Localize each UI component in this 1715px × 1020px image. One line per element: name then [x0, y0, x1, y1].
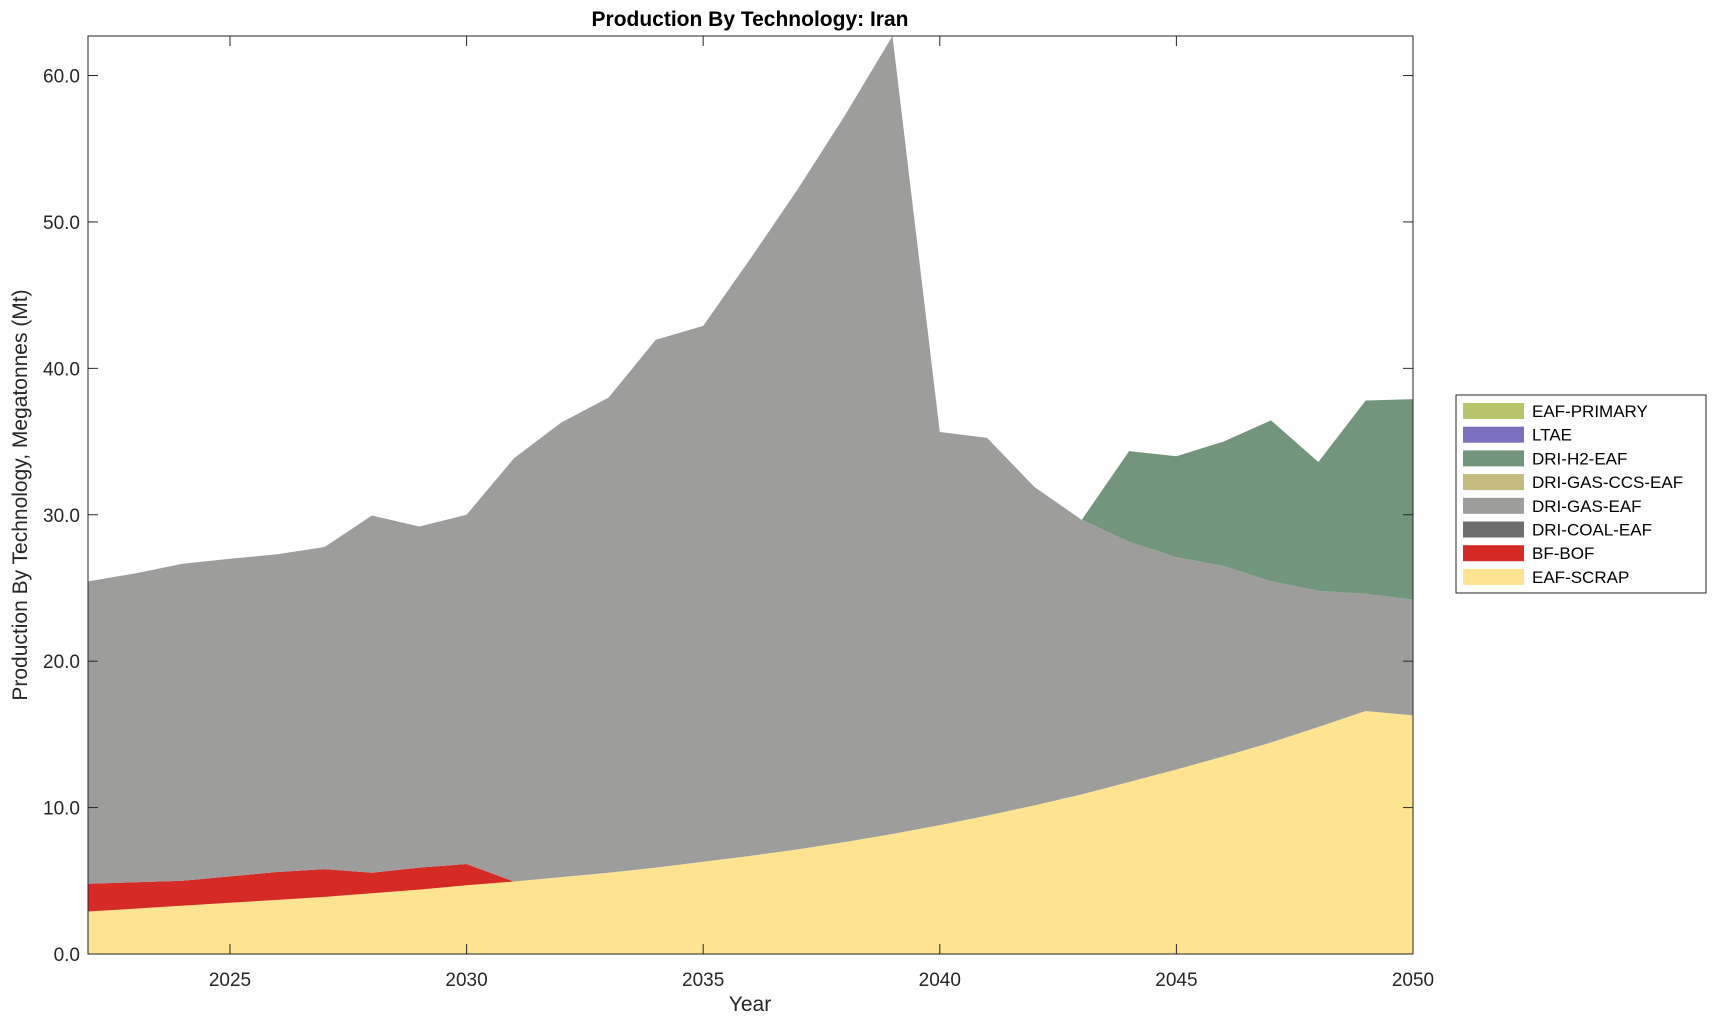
x-tick-label: 2045	[1155, 970, 1197, 991]
legend-swatch-dri-h2-eaf	[1463, 450, 1524, 467]
x-tick-label: 2030	[445, 970, 487, 991]
legend-swatch-eaf-primary	[1463, 403, 1524, 419]
y-tick-label: 40.0	[43, 359, 80, 380]
y-tick-label: 60.0	[43, 67, 80, 88]
legend-swatch-eaf-scrap	[1463, 568, 1524, 585]
chart-title: Production By Technology: Iran	[592, 8, 909, 31]
legend-label-eaf-primary: EAF-PRIMARY	[1532, 402, 1648, 421]
x-tick-label: 2050	[1392, 970, 1434, 991]
axis-ticks: 2025 2030 2035 2040 2045 2050 0.0 10.0 20.0 30.0 4…	[43, 36, 1434, 991]
legend-swatch-dri-coal-eaf	[1463, 521, 1524, 538]
legend-swatch-bf-bof	[1463, 545, 1524, 562]
y-tick-label: 0.0	[54, 945, 80, 966]
y-tick-label: 10.0	[43, 799, 80, 820]
legend-label-dri-h2-eaf: DRI-H2-EAF	[1532, 449, 1627, 468]
y-tick-label: 30.0	[43, 506, 80, 527]
legend-swatch-dri-gas-eaf	[1463, 497, 1524, 514]
legend: EAF-PRIMARY LTAE DRI-H2-EAF DRI-GAS-CCS-EAF…	[1455, 394, 1707, 594]
area-eaf-scrap	[88, 710, 1413, 954]
x-tick-label: 2035	[682, 970, 724, 991]
legend-swatch-dri-gas-ccs-eaf	[1463, 474, 1524, 491]
legend-box	[1455, 394, 1707, 594]
legend-label-eaf-scrap: EAF-SCRAP	[1532, 568, 1629, 587]
y-tick-label: 50.0	[43, 213, 80, 234]
legend-label-dri-coal-eaf: DRI-COAL-EAF	[1532, 521, 1652, 540]
area-bf-bof	[88, 710, 1413, 912]
x-tick-label: 2040	[919, 970, 961, 991]
legend-label-dri-gas-eaf: DRI-GAS-EAF	[1532, 497, 1642, 516]
area-dri-h2-eaf	[88, 36, 1413, 600]
y-tick-label: 20.0	[43, 652, 80, 673]
legend-label-bf-bof: BF-BOF	[1532, 544, 1594, 563]
legend-label-ltae: LTAE	[1532, 426, 1572, 445]
legend-swatch-ltae	[1463, 426, 1524, 443]
plot-frame	[87, 35, 1414, 955]
area-layers	[88, 36, 1413, 954]
y-axis-label: Production By Technology, Megatonnes (Mt…	[9, 289, 32, 700]
legend-label-dri-gas-ccs-eaf: DRI-GAS-CCS-EAF	[1532, 473, 1683, 492]
area-dri-gas-eaf	[88, 36, 1413, 884]
x-tick-label: 2025	[209, 970, 251, 991]
x-axis-label: Year	[729, 993, 771, 1016]
